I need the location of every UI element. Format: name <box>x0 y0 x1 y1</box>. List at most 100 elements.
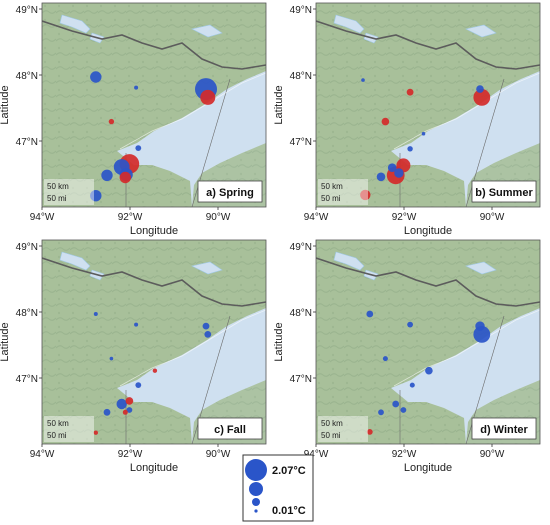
station-marker <box>360 189 371 201</box>
x-axis-label: Longitude <box>130 225 178 237</box>
station-marker <box>202 322 210 330</box>
y-axis-label: Latitude <box>273 85 285 124</box>
panel-frame <box>41 2 267 208</box>
legend-max-label: 2.07°C <box>272 465 306 477</box>
scale-mi-label: 50 mi <box>47 431 67 440</box>
station-marker <box>409 382 415 388</box>
panel-label: d) Winter <box>480 424 528 436</box>
y-axis-label: Latitude <box>0 85 11 124</box>
legend-min-label: 0.01°C <box>272 505 306 517</box>
station-marker <box>116 398 127 410</box>
station-marker <box>378 409 384 416</box>
x-axis-label: Longitude <box>404 462 452 474</box>
x-tick-label: 94°W <box>30 449 55 460</box>
station-marker <box>366 429 373 435</box>
northern-lakes <box>59 14 223 44</box>
station-marker <box>93 430 98 435</box>
x-tick-label: 92°W <box>392 449 417 460</box>
station-marker <box>361 78 365 82</box>
northern-lakes <box>333 251 497 281</box>
legend-circle-tiny <box>254 509 258 513</box>
northern-lakes <box>333 14 497 44</box>
station-marker <box>93 312 98 316</box>
station-marker <box>400 407 407 413</box>
panel-label-box <box>197 417 263 440</box>
intl-border <box>316 257 540 307</box>
y-tick-label: 48°N <box>290 308 312 319</box>
station-marker <box>119 171 131 184</box>
intl-border <box>42 257 266 307</box>
panel-frame <box>315 239 541 445</box>
shore-highlight <box>393 309 540 387</box>
station-marker <box>473 89 491 106</box>
northern-lakes <box>59 251 223 281</box>
station-marker <box>134 322 139 327</box>
scale-bar: 50 km 50 mi <box>44 416 94 442</box>
station-marker <box>392 400 400 408</box>
scale-km-label: 50 km <box>321 419 343 428</box>
y-tick-label: 49°N <box>16 242 38 253</box>
station-marker <box>103 408 111 416</box>
station-marker <box>376 172 386 182</box>
panel-label-box <box>471 417 537 440</box>
station-marker <box>134 85 139 90</box>
scale-km-label: 50 km <box>47 419 69 428</box>
station-marker <box>394 168 404 178</box>
x-tick-label: 92°W <box>118 212 143 223</box>
scale-mi-label: 50 mi <box>321 431 341 440</box>
y-tick-label: 47°N <box>16 137 38 148</box>
legend-circle-medium <box>249 482 263 496</box>
shore-highlight <box>393 72 540 150</box>
station-marker <box>152 368 158 373</box>
station-marker <box>421 131 426 136</box>
station-marker <box>475 321 485 331</box>
y-tick-label: 47°N <box>290 137 312 148</box>
x-tick-label: 90°W <box>480 449 505 460</box>
station-marker <box>90 71 102 83</box>
station-marker <box>204 331 212 338</box>
intl-border <box>42 20 266 70</box>
y-axis-label: Latitude <box>0 322 11 361</box>
legend-circle-large <box>245 459 267 481</box>
panel-label: b) Summer <box>475 187 533 199</box>
y-tick-label: 48°N <box>16 308 38 319</box>
x-tick-label: 92°W <box>118 449 143 460</box>
x-tick-label: 90°W <box>206 449 231 460</box>
intl-border <box>316 20 540 70</box>
scale-mi-label: 50 mi <box>321 194 341 203</box>
x-tick-label: 94°W <box>30 212 55 223</box>
station-marker <box>382 356 388 362</box>
station-marker <box>90 190 102 202</box>
panel-frame <box>315 2 541 208</box>
station-marker <box>406 88 414 96</box>
panel-frame <box>41 239 267 445</box>
station-marker <box>135 145 142 152</box>
legend-circle-small <box>252 498 260 506</box>
station-marker <box>366 310 374 318</box>
shore-highlight <box>119 309 266 387</box>
y-tick-label: 48°N <box>16 71 38 82</box>
y-tick-label: 49°N <box>16 5 38 16</box>
x-axis-label: Longitude <box>130 462 178 474</box>
station-marker <box>473 326 491 343</box>
panel-label-box <box>471 180 537 203</box>
station-marker <box>476 85 484 93</box>
station-marker <box>387 163 397 172</box>
panel-label: a) Spring <box>206 187 254 199</box>
scale-km-label: 50 km <box>47 182 69 191</box>
shore-highlight <box>119 72 266 150</box>
station-marker <box>135 382 142 388</box>
x-tick-label: 92°W <box>392 212 417 223</box>
station-marker <box>109 356 114 361</box>
station-marker <box>425 366 433 375</box>
y-tick-label: 49°N <box>290 242 312 253</box>
station-marker <box>125 397 134 405</box>
station-marker <box>122 409 128 415</box>
x-axis-label: Longitude <box>404 225 452 237</box>
scale-mi-label: 50 mi <box>47 194 67 203</box>
station-marker <box>407 321 413 328</box>
map-panel-4: 50 km 50 mi d) Winter 94°W 92°W 90°W 49°N 48°N 4… <box>273 239 541 474</box>
scale-bar: 50 km 50 mi <box>44 179 94 205</box>
map-panel-2: 50 km 50 mi b) Summer 94°W 92°W 90°W 49°N 48°N 4… <box>273 2 541 237</box>
